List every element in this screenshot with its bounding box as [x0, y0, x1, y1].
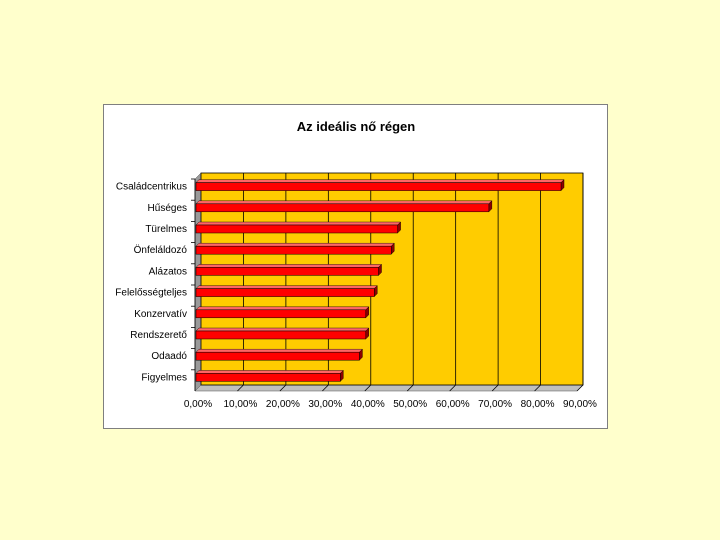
bar-top-face — [195, 306, 370, 311]
floor-gridline — [237, 384, 244, 392]
floor-gridline — [364, 384, 372, 392]
category-label: Rendszerető — [130, 330, 187, 341]
bar-top-face — [195, 327, 370, 332]
bar — [195, 288, 375, 297]
bar — [195, 373, 341, 382]
x-tick-label: 60,00% — [436, 399, 470, 410]
chart-title: Az ideális nő régen — [297, 119, 416, 134]
x-tick-label: 20,00% — [266, 399, 300, 410]
category-label: Figyelmes — [141, 372, 187, 383]
bar — [195, 309, 367, 319]
x-tick-label: 10,00% — [223, 399, 257, 410]
bar-top-face — [195, 200, 493, 205]
bar-top-face — [195, 242, 395, 247]
x-tick-label: 90,00% — [563, 399, 597, 410]
category-label: Családcentrikus — [116, 182, 187, 193]
floor-gridline — [576, 384, 584, 392]
category-label: Konzervatív — [134, 309, 187, 320]
bar — [195, 267, 379, 276]
chart-frame: Az ideális nő régen 0,00% 10,00% 20,00% 30,… — [103, 104, 608, 429]
bar-top-face — [195, 221, 402, 226]
bar-top-face — [195, 348, 363, 353]
x-tick-label: 70,00% — [478, 399, 512, 410]
floor-gridline — [449, 384, 456, 392]
plot-floor — [194, 384, 584, 392]
bar-top-face — [195, 285, 378, 289]
x-tick-label: 80,00% — [521, 399, 555, 410]
bar-chart: Az ideális nő régen 0,00% 10,00% 20,00% 30,… — [115, 119, 597, 410]
x-tick-label: 30,00% — [308, 399, 342, 410]
floor-gridline — [534, 384, 541, 392]
category-label: Alázatos — [149, 266, 187, 277]
floor-gridline — [279, 384, 287, 392]
x-tick-label: 40,00% — [351, 399, 385, 410]
category-label: Felelősségteljes — [115, 288, 187, 299]
category-label: Odaadó — [151, 351, 187, 362]
category-label: Önfeláldozó — [134, 244, 188, 256]
bar — [195, 245, 392, 255]
floor-gridline — [491, 384, 499, 392]
bar — [195, 182, 562, 191]
bar-top-face — [195, 370, 344, 374]
category-label: Türelmes — [145, 224, 187, 235]
x-tick-label: 50,00% — [393, 399, 427, 410]
bar-top-face — [195, 179, 565, 183]
bar — [195, 224, 398, 234]
bar-top-face — [195, 264, 382, 268]
floor-gridline — [406, 384, 414, 392]
floor-gridline — [322, 384, 329, 392]
bar — [195, 203, 490, 213]
x-tick-label: 0,00% — [184, 399, 212, 410]
category-label: Hűséges — [148, 203, 187, 214]
bar — [195, 351, 360, 361]
bar — [195, 330, 367, 340]
